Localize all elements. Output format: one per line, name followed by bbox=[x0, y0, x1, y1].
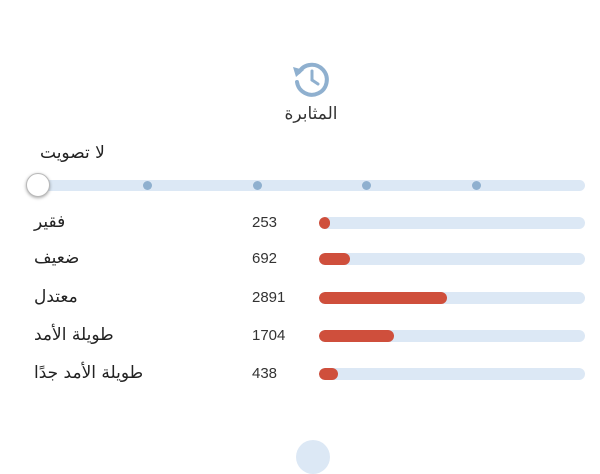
vote-slider-track[interactable] bbox=[37, 180, 585, 191]
rating-bar-fill bbox=[319, 253, 350, 265]
rating-count: 253 bbox=[252, 214, 278, 231]
rating-label: طويلة الأمد جدًا bbox=[34, 363, 144, 383]
page-title: المثابرة bbox=[284, 104, 338, 124]
vote-slider-thumb[interactable] bbox=[26, 173, 50, 197]
rating-bar-track bbox=[319, 292, 585, 304]
rating-count: 438 bbox=[252, 365, 278, 382]
rating-label: معتدل bbox=[34, 287, 78, 307]
rating-bar-track bbox=[319, 253, 585, 265]
vote-slider-step[interactable] bbox=[143, 181, 152, 190]
rating-label: ضعيف bbox=[34, 248, 80, 268]
rating-bar-track bbox=[319, 330, 585, 342]
vote-slider-step[interactable] bbox=[253, 181, 262, 190]
rating-row: طويلة الأمد 1704 bbox=[0, 318, 600, 354]
rating-bar-track bbox=[319, 368, 585, 380]
rating-row: طويلة الأمد جدًا 438 bbox=[0, 356, 600, 392]
vote-slider-step[interactable] bbox=[362, 181, 371, 190]
next-section-icon bbox=[296, 440, 330, 474]
rating-count: 2891 bbox=[252, 289, 286, 306]
rating-label: فقير bbox=[34, 212, 66, 232]
rating-row: ضعيف 692 bbox=[0, 241, 600, 277]
rating-row: فقير 253 bbox=[0, 205, 600, 241]
rating-bar-fill bbox=[319, 217, 330, 229]
rating-label: طويلة الأمد bbox=[34, 325, 114, 345]
rating-bar-track bbox=[319, 217, 585, 229]
rating-count: 692 bbox=[252, 250, 278, 267]
vote-slider-step[interactable] bbox=[472, 181, 481, 190]
rating-row: معتدل 2891 bbox=[0, 280, 600, 316]
rating-bar-fill bbox=[319, 330, 394, 342]
rating-bar-fill bbox=[319, 292, 447, 304]
rating-count: 1704 bbox=[252, 327, 286, 344]
vote-status-label: لا تصويت bbox=[40, 143, 105, 163]
history-clock-icon bbox=[293, 62, 329, 97]
rating-bar-fill bbox=[319, 368, 338, 380]
